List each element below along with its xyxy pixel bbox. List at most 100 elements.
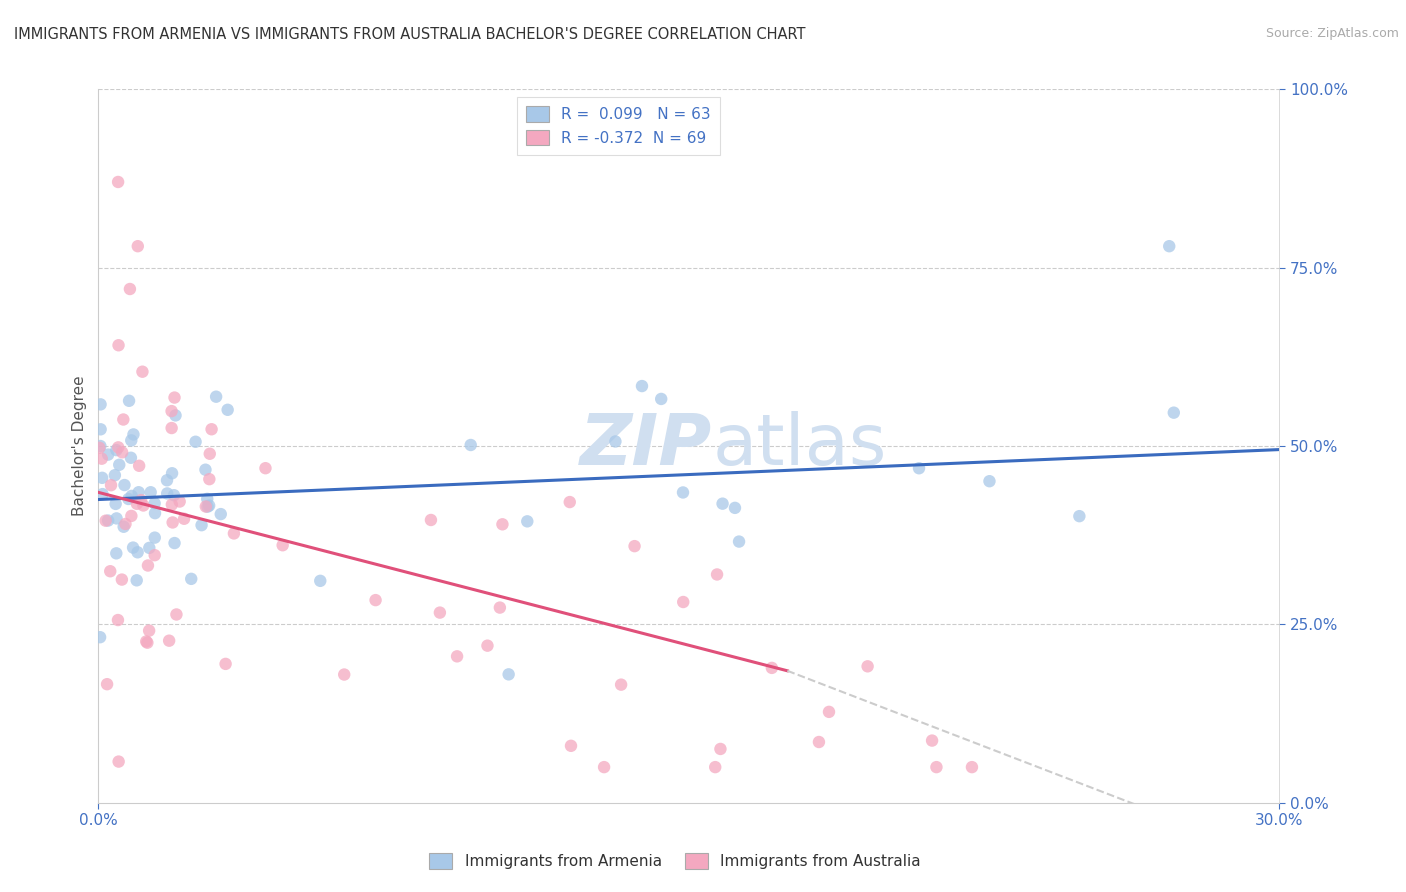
Point: [908, 461, 931, 475]
Legend: R =  0.099   N = 63, R = -0.372  N = 69: R = 0.099 N = 63, R = -0.372 N = 69: [516, 97, 720, 155]
Point: [157, 633, 180, 648]
Point: [364, 593, 387, 607]
Point: [90, 397, 112, 411]
Point: [122, 541, 145, 555]
Point: [558, 495, 581, 509]
Text: ZIP: ZIP: [581, 411, 713, 481]
Point: [709, 742, 731, 756]
Point: [139, 485, 162, 500]
Point: [108, 458, 131, 472]
Point: [125, 497, 148, 511]
Point: [489, 600, 512, 615]
Point: [105, 511, 128, 525]
Legend: Immigrants from Armenia, Immigrants from Australia: Immigrants from Armenia, Immigrants from…: [423, 847, 927, 875]
Point: [114, 516, 136, 531]
Point: [560, 739, 582, 753]
Point: [143, 496, 166, 510]
Point: [104, 497, 127, 511]
Point: [107, 338, 129, 352]
Point: [117, 491, 139, 506]
Point: [104, 468, 127, 483]
Point: [112, 520, 135, 534]
Point: [217, 402, 239, 417]
Point: [128, 485, 150, 500]
Point: [94, 514, 117, 528]
Point: [169, 494, 191, 508]
Point: [214, 657, 236, 671]
Point: [194, 463, 217, 477]
Point: [128, 458, 150, 473]
Point: [209, 507, 232, 521]
Point: [516, 514, 538, 528]
Point: [921, 733, 943, 747]
Point: [163, 391, 186, 405]
Point: [180, 572, 202, 586]
Point: [856, 659, 879, 673]
Point: [197, 500, 219, 514]
Point: [724, 500, 747, 515]
Point: [1163, 406, 1185, 420]
Point: [162, 516, 184, 530]
Point: [165, 409, 187, 423]
Point: [1159, 239, 1181, 253]
Point: [118, 282, 141, 296]
Point: [165, 607, 187, 622]
Point: [127, 239, 149, 253]
Point: [111, 573, 134, 587]
Point: [605, 434, 627, 449]
Point: [160, 498, 183, 512]
Point: [114, 478, 136, 492]
Point: [650, 392, 672, 406]
Point: [107, 613, 129, 627]
Point: [138, 624, 160, 638]
Point: [122, 427, 145, 442]
Point: [129, 493, 152, 508]
Point: [631, 379, 654, 393]
Point: [807, 735, 830, 749]
Point: [160, 404, 183, 418]
Point: [173, 512, 195, 526]
Point: [333, 667, 356, 681]
Point: [420, 513, 443, 527]
Point: [200, 422, 222, 436]
Point: [156, 473, 179, 487]
Point: [704, 760, 727, 774]
Point: [205, 390, 228, 404]
Point: [706, 567, 728, 582]
Point: [184, 434, 207, 449]
Point: [163, 536, 186, 550]
Point: [90, 451, 112, 466]
Point: [818, 705, 841, 719]
Point: [97, 514, 120, 528]
Point: [143, 548, 166, 562]
Point: [429, 606, 451, 620]
Text: atlas: atlas: [713, 411, 887, 481]
Point: [118, 393, 141, 408]
Point: [925, 760, 948, 774]
Point: [711, 497, 734, 511]
Point: [198, 447, 221, 461]
Point: [127, 545, 149, 559]
Point: [131, 365, 153, 379]
Point: [761, 661, 783, 675]
Point: [100, 478, 122, 492]
Point: [163, 488, 186, 502]
Point: [198, 472, 221, 486]
Point: [309, 574, 332, 588]
Point: [156, 486, 179, 500]
Point: [271, 538, 294, 552]
Point: [89, 630, 111, 644]
Y-axis label: Bachelor's Degree: Bachelor's Degree: [72, 376, 87, 516]
Point: [593, 760, 616, 774]
Point: [222, 526, 245, 541]
Point: [477, 639, 499, 653]
Point: [89, 439, 111, 453]
Point: [143, 531, 166, 545]
Point: [194, 500, 217, 514]
Point: [105, 443, 128, 458]
Point: [460, 438, 482, 452]
Point: [136, 636, 159, 650]
Point: [107, 175, 129, 189]
Point: [610, 678, 633, 692]
Point: [1069, 509, 1091, 524]
